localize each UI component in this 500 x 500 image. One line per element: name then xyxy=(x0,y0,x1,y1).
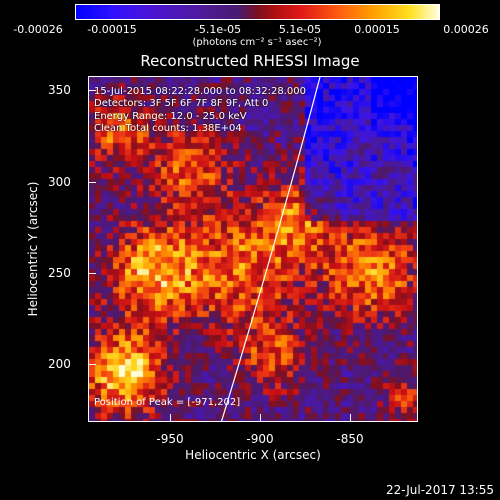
x-tick-label: -850 xyxy=(336,432,364,446)
y-tick-label: 350 xyxy=(48,83,71,97)
y-tick-mark xyxy=(88,273,96,274)
y-tick-mark xyxy=(88,182,96,183)
colorbar-tick: 0.00026 xyxy=(443,23,489,36)
footer-timestamp: 22-Jul-2017 13:55 xyxy=(385,483,494,497)
x-tick-label: -950 xyxy=(156,432,184,446)
y-tick-label: 200 xyxy=(48,357,71,371)
heatmap-image xyxy=(89,77,417,421)
x-tick-mark xyxy=(350,414,351,422)
colorbar-unit-label: (photons cm⁻² s⁻¹ asec⁻²) xyxy=(192,37,322,48)
colorbar-tick: -0.00026 xyxy=(13,23,63,36)
y-tick-label: 300 xyxy=(48,175,71,189)
energy-range-label: Energy Range: 12.0 - 25.0 keV xyxy=(94,111,247,122)
colorbar-gradient xyxy=(76,5,439,19)
x-tick-mark xyxy=(260,414,261,422)
solar-limb-path xyxy=(220,77,321,421)
colorbar-tick: -5.1e-05 xyxy=(194,23,242,36)
x-tick-label: -900 xyxy=(246,432,274,446)
detectors-label: Detectors: 3F 5F 6F 7F 8F 9F, Att 0 xyxy=(94,98,269,109)
clean-counts-label: Clean Total counts: 1.38E+04 xyxy=(94,123,242,134)
peak-position-label: Position of Peak = [-971,202] xyxy=(94,397,241,408)
y-tick-label: 250 xyxy=(48,266,71,280)
solar-limb-line xyxy=(220,77,321,421)
time-range-label: 15-Jul-2015 08:22:28.000 to 08:32:28.000 xyxy=(94,86,306,97)
colorbar-tick: 5.1e-05 xyxy=(278,23,322,36)
y-axis-label: Heliocentric Y (arcsec) xyxy=(26,181,40,317)
x-axis-label: Heliocentric X (arcsec) xyxy=(185,448,321,462)
y-tick-mark xyxy=(88,90,96,91)
x-tick-mark xyxy=(170,414,171,422)
colorbar-tick: 0.00015 xyxy=(354,23,400,36)
colorbar-tick: -0.00015 xyxy=(87,23,137,36)
chart-title: Reconstructed RHESSI Image xyxy=(140,52,360,70)
y-tick-mark xyxy=(88,364,96,365)
colorbar xyxy=(75,4,440,20)
plot-area xyxy=(88,76,418,422)
